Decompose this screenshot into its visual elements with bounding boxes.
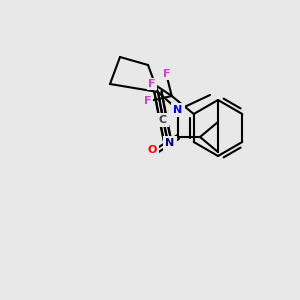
Text: C: C (159, 115, 167, 125)
Text: O: O (147, 145, 157, 155)
Text: F: F (148, 79, 155, 89)
Text: N: N (165, 138, 175, 148)
Text: F: F (163, 69, 170, 79)
Text: F: F (144, 96, 152, 106)
Text: N: N (173, 105, 183, 115)
